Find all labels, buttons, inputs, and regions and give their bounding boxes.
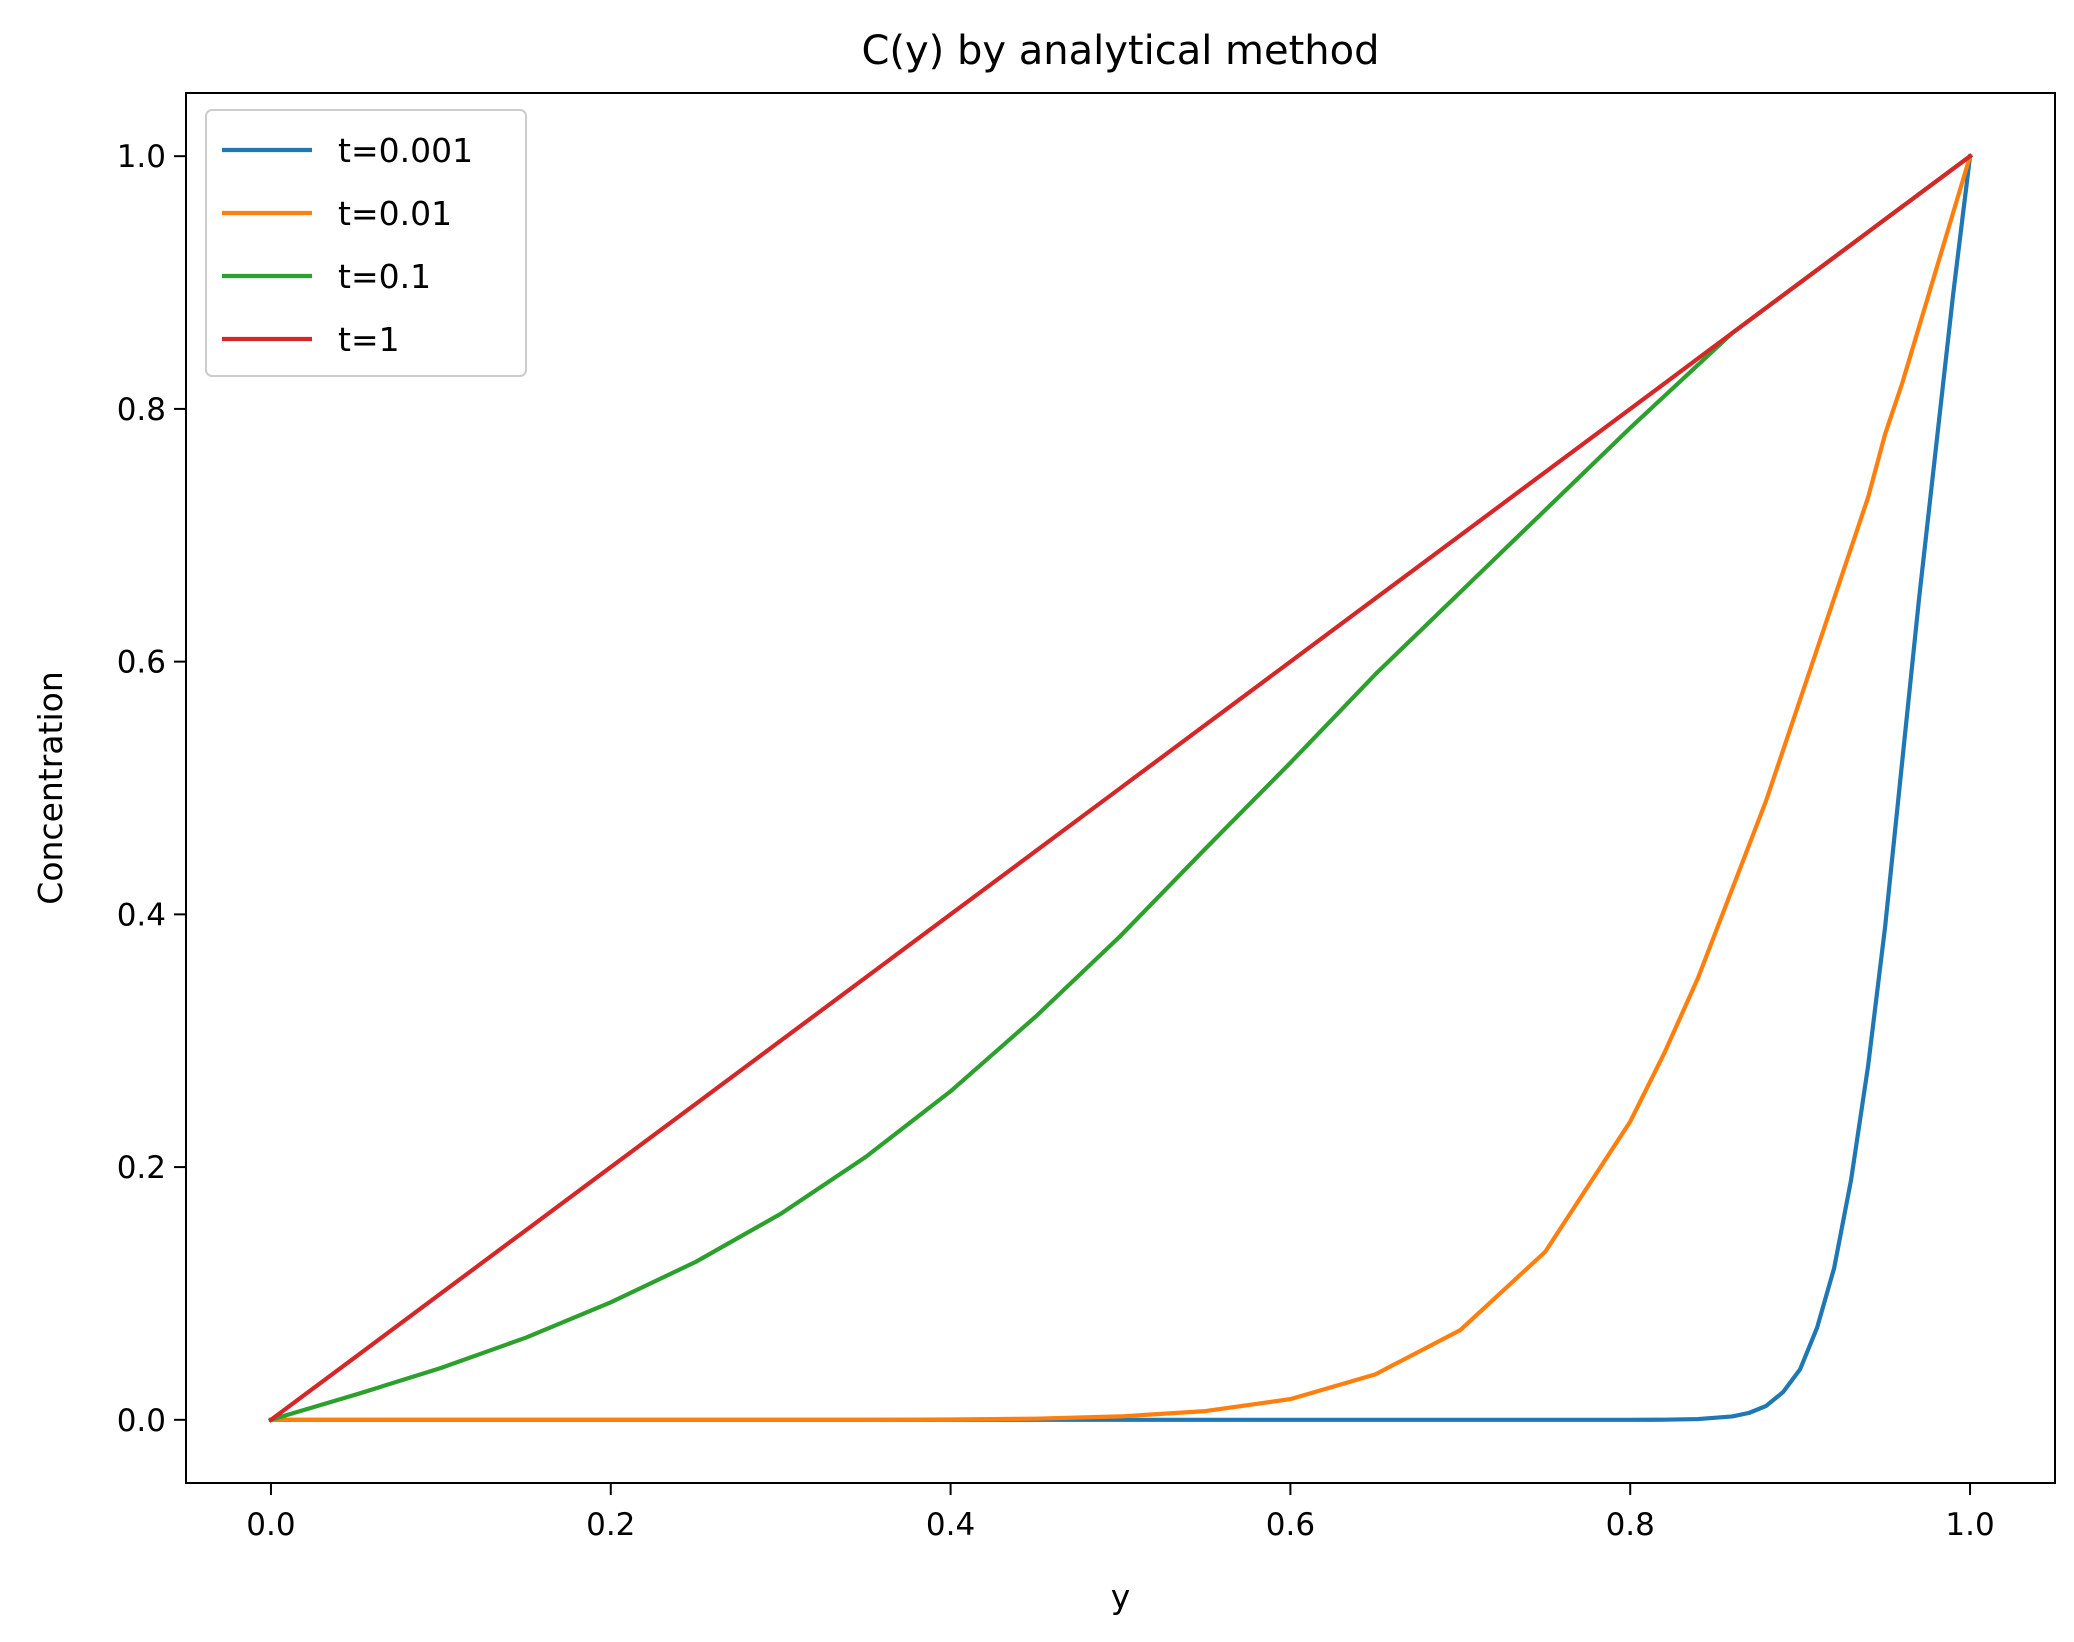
y-tick-label: 0.2 xyxy=(117,1150,166,1186)
plot-frame xyxy=(185,92,2056,1484)
y-axis-label: Concentration xyxy=(31,671,70,904)
legend-label: t=1 xyxy=(338,320,400,359)
x-tick-label: 0.2 xyxy=(586,1507,635,1543)
x-tick-label: 1.0 xyxy=(1945,1507,1994,1543)
legend-label: t=0.001 xyxy=(338,131,473,170)
legend-label: t=0.1 xyxy=(338,257,431,296)
x-tick-label: 0.8 xyxy=(1606,1507,1655,1543)
series-line-1 xyxy=(268,153,1973,1422)
x-tick-label: 0.4 xyxy=(926,1507,975,1543)
y-tick-label: 0.6 xyxy=(117,645,166,681)
legend-label: t=0.01 xyxy=(338,194,452,233)
legend: t=0.001 t=0.01 t=0.1 t=1 xyxy=(205,109,527,377)
series-group xyxy=(268,153,1973,1423)
series-line-3 xyxy=(268,153,1973,1423)
y-tick-label: 1.0 xyxy=(117,139,166,175)
y-tick-label: 0.0 xyxy=(117,1403,166,1439)
legend-box xyxy=(205,109,527,377)
chart-title: C(y) by analytical method xyxy=(861,28,1379,74)
y-tick-label: 0.8 xyxy=(117,392,166,428)
y-tick-label: 0.4 xyxy=(117,897,166,933)
x-tick-label: 0.0 xyxy=(246,1507,295,1543)
x-axis-label: y xyxy=(1111,1577,1131,1616)
x-tick-label: 0.6 xyxy=(1266,1507,1315,1543)
axes-group: 0.0 0.2 0.4 0.6 0.8 1.0 0.0 0.2 0.4 0.6 0.8 1.0 xyxy=(117,92,2056,1543)
